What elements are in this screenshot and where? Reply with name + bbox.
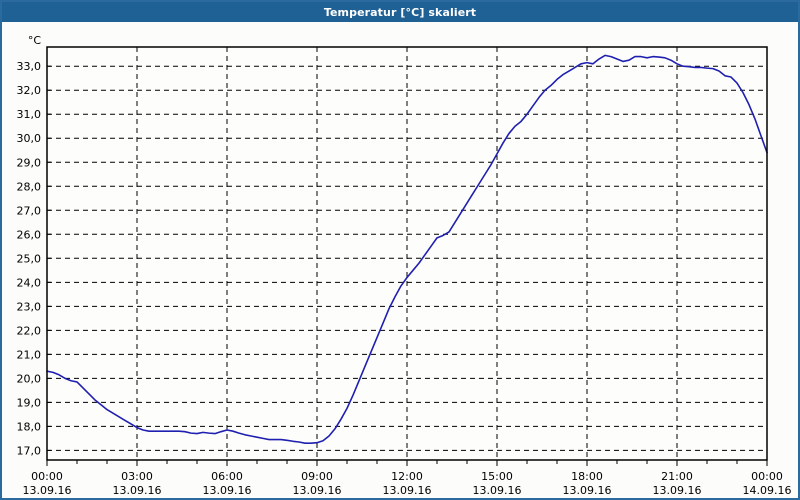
y-axis-tick-label: 19,0	[17, 396, 42, 409]
y-axis-tick-label: 26,0	[17, 228, 42, 241]
x-axis-time-label: 06:00	[211, 470, 243, 483]
temperature-line-chart: 33,0 32,0 31,0 30,0 29,0 28,0 27,0 26,0 25,0 24,0…	[17, 34, 792, 497]
x-axis-time-label: 09:00	[301, 470, 333, 483]
x-axis-date-label: 13.09.16	[23, 484, 72, 497]
x-axis-date-label: 14.09.16	[743, 484, 792, 497]
x-axis-time-label: 18:00	[571, 470, 603, 483]
y-axis-tick-label: 29,0	[17, 156, 42, 169]
x-axis-date-label: 13.09.16	[653, 484, 702, 497]
y-axis-tick-label: 28,0	[17, 180, 42, 193]
y-axis-tick-label: 18,0	[17, 420, 42, 433]
x-axis-time-label: 00:00	[31, 470, 63, 483]
x-axis-date-label: 13.09.16	[383, 484, 432, 497]
x-axis-date-label: 13.09.16	[113, 484, 162, 497]
x-axis-time-label: 12:00	[391, 470, 423, 483]
x-axis-time-label: 21:00	[661, 470, 693, 483]
x-axis-time-label: 15:00	[481, 470, 513, 483]
y-axis-tick-label: 30,0	[17, 132, 42, 145]
chart-area: 33,0 32,0 31,0 30,0 29,0 28,0 27,0 26,0 25,0 24,0…	[2, 22, 798, 498]
window-title-bar: Temperatur [°C] skaliert	[2, 2, 798, 22]
y-axis-tick-label: 33,0	[17, 60, 42, 73]
x-axis-date-label: 13.09.16	[473, 484, 522, 497]
y-axis-tick-label: 32,0	[17, 84, 42, 97]
y-axis-tick-label: 24,0	[17, 276, 42, 289]
y-axis-tick-label: 31,0	[17, 108, 42, 121]
temperature-series-line	[46, 54, 768, 444]
y-axis-tick-label: 21,0	[17, 348, 42, 361]
x-axis-tick-marks	[46, 460, 768, 466]
x-axis-time-label: 00:00	[751, 470, 783, 483]
x-axis-date-label: 13.09.16	[563, 484, 612, 497]
y-axis-tick-label: 23,0	[17, 300, 42, 313]
y-axis-tick-label: 27,0	[17, 204, 42, 217]
y-axis-tick-label: 17,0	[17, 444, 42, 457]
y-axis-tick-label: 22,0	[17, 324, 42, 337]
y-axis-tick-label: 25,0	[17, 252, 42, 265]
y-axis-unit-label: °C	[28, 34, 42, 47]
x-axis-date-label: 13.09.16	[293, 484, 342, 497]
y-axis-tick-label: 20,0	[17, 372, 42, 385]
x-axis-time-label: 03:00	[121, 470, 153, 483]
plot-frame	[46, 46, 768, 461]
page-title: Temperatur [°C] skaliert	[323, 5, 477, 19]
x-axis-date-label: 13.09.16	[203, 484, 252, 497]
grid-lines	[47, 47, 767, 460]
